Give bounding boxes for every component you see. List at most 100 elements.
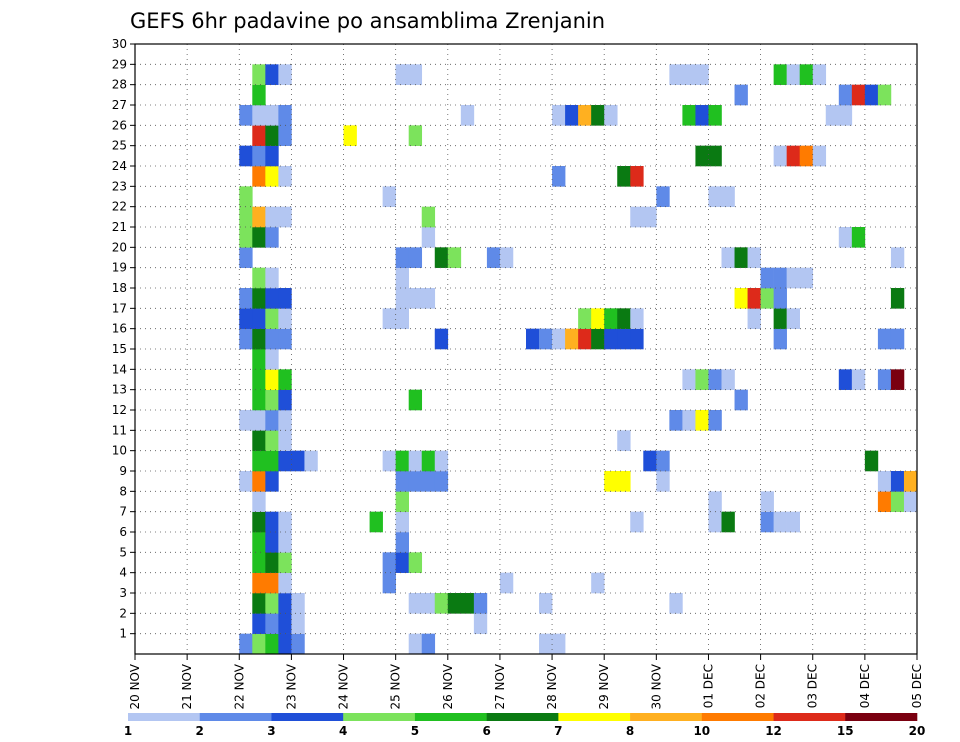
heatmap-cell [721, 186, 735, 207]
heatmap-cell [265, 288, 279, 309]
heatmap-cell [682, 64, 696, 85]
heatmap-cell [278, 125, 292, 146]
heatmap-cell [343, 125, 357, 146]
x-tick-label: 29 NOV [597, 663, 611, 709]
heatmap-cell [265, 613, 279, 634]
heatmap-cell [291, 613, 305, 634]
heatmap-cell [903, 491, 918, 512]
heatmap-cell [395, 552, 409, 573]
heatmap-cell [630, 328, 644, 350]
heatmap-cell [408, 450, 423, 472]
x-tick-label: 23 NOV [284, 663, 298, 709]
heatmap-cell [421, 633, 436, 655]
heatmap-cell [877, 369, 892, 390]
heatmap-cell [526, 328, 540, 350]
heatmap-cell [643, 206, 657, 228]
x-tick-label: 28 NOV [545, 663, 559, 709]
heatmap-cell [278, 532, 292, 553]
heatmap-cell [239, 105, 253, 126]
heatmap-cell [369, 511, 383, 533]
heatmap-cell [382, 308, 396, 329]
heatmap-cell [643, 450, 657, 472]
heatmap-cell [786, 145, 800, 167]
colorbar-segment [630, 713, 703, 721]
heatmap-cell [747, 247, 761, 268]
heatmap-cell [265, 227, 279, 248]
heatmap-cell [421, 471, 436, 492]
heatmap-cell [265, 145, 279, 167]
heatmap-cell [252, 572, 266, 594]
heatmap-cell [851, 369, 866, 390]
heatmap-cell [395, 491, 409, 512]
y-tick-label: 7 [119, 505, 127, 519]
y-tick-label: 16 [112, 322, 127, 336]
heatmap-cell [408, 633, 423, 655]
colorbar-label: 5 [411, 724, 419, 738]
heatmap-cell [734, 288, 748, 309]
x-tick-label: 20 NOV [128, 663, 142, 709]
heatmap-cell [278, 410, 292, 431]
heatmap-cell [382, 552, 396, 573]
y-tick-label: 17 [112, 301, 127, 315]
heatmap-cell [265, 511, 279, 533]
heatmap-cell [786, 64, 800, 85]
colorbar-segment [343, 713, 416, 721]
heatmap-cell [695, 410, 709, 431]
heatmap-cell [265, 125, 279, 146]
heatmap-cell [278, 328, 292, 350]
x-tick-label: 05 DEC [910, 664, 924, 708]
heatmap-cell [278, 633, 292, 655]
heatmap-cell [239, 471, 253, 492]
heatmap-cell [278, 572, 292, 594]
heatmap-cell [265, 369, 279, 390]
heatmap-cell [877, 328, 892, 350]
heatmap-cell [395, 267, 409, 289]
heatmap-cell [695, 105, 709, 126]
heatmap-cell [252, 633, 266, 655]
heatmap-cell [890, 369, 905, 390]
heatmap-cell [265, 206, 279, 228]
heatmap-cell [591, 308, 605, 329]
heatmap-cell [890, 247, 905, 268]
y-tick-label: 4 [119, 566, 127, 580]
heatmap-cell [304, 450, 318, 472]
heatmap-cell [252, 471, 266, 492]
heatmap-cell [447, 593, 462, 614]
y-tick-label: 9 [119, 464, 127, 478]
y-axis: 1234567891011121314151617181920212223242… [112, 37, 135, 641]
heatmap-cell [591, 105, 605, 126]
heatmap-cell [669, 593, 683, 614]
y-tick-label: 12 [112, 403, 127, 417]
colorbar-segment [271, 713, 344, 721]
heatmap-cell [252, 308, 266, 329]
heatmap-cell [799, 64, 814, 85]
heatmap-cell [252, 511, 266, 533]
heatmap-cell [382, 572, 396, 594]
heatmap-cell [773, 64, 787, 85]
heatmap-cell [708, 369, 722, 390]
heatmap-cell [408, 64, 423, 85]
y-tick-label: 29 [112, 57, 127, 71]
heatmap-cell [252, 125, 266, 146]
heatmap-cell [252, 267, 266, 289]
heatmap-cell [278, 593, 292, 614]
colorbar-segment [773, 713, 846, 721]
heatmap-cell [682, 369, 696, 390]
heatmap-cell [239, 206, 253, 228]
heatmap-cell [408, 593, 423, 614]
heatmap-cell [760, 491, 774, 512]
heatmap-cell [877, 491, 892, 512]
y-tick-label: 11 [112, 423, 127, 437]
heatmap-cell [395, 64, 409, 85]
heatmap-cell [265, 105, 279, 126]
heatmap-cell [434, 450, 449, 472]
heatmap-cell [851, 227, 866, 248]
heatmap-cell [278, 430, 292, 451]
colorbar-label: 10 [693, 724, 710, 738]
heatmap-cell [669, 410, 683, 431]
heatmap-cell [265, 593, 279, 614]
y-tick-label: 23 [112, 179, 127, 193]
x-tick-label: 26 NOV [441, 663, 455, 709]
heatmap-cell [265, 471, 279, 492]
